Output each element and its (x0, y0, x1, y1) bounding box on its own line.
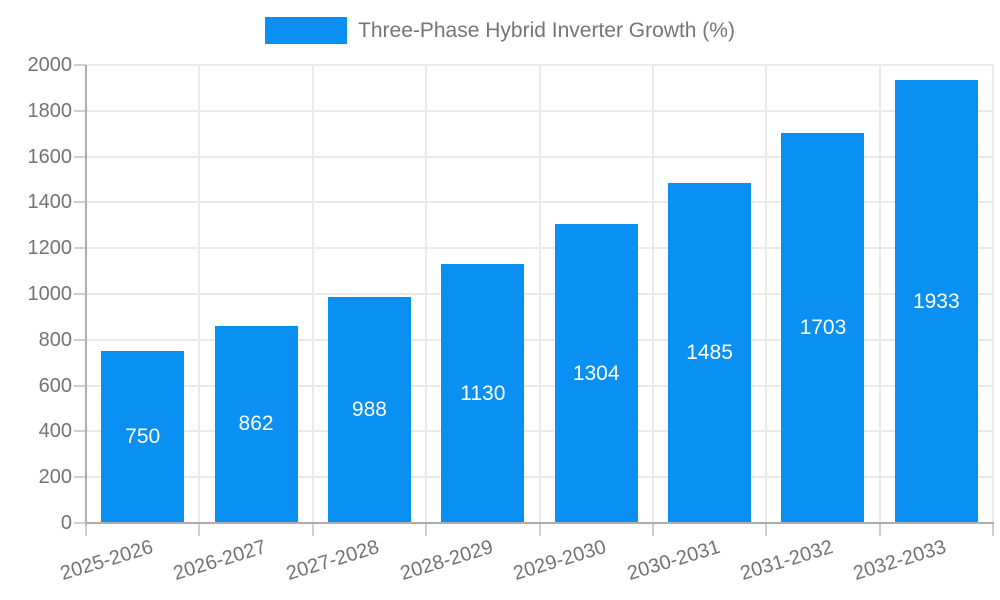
y-tick-mark (74, 430, 86, 433)
y-tick-label: 1800 (27, 99, 73, 122)
bar-value-label: 1703 (799, 316, 847, 339)
y-tick-label: 800 (38, 328, 72, 351)
y-tick-label: 1200 (27, 237, 73, 260)
y-tick-label: 1600 (27, 145, 73, 168)
y-tick-mark (74, 155, 86, 158)
x-gridline (538, 65, 541, 523)
bar-value-label: 1304 (572, 361, 620, 385)
bar-value-label: 1933 (912, 289, 960, 313)
x-gridline (878, 65, 881, 523)
x-tick-mark (992, 523, 994, 536)
y-tick-label: 1000 (27, 283, 73, 305)
x-tick-mark (538, 523, 541, 536)
bar-value-label: 862 (238, 412, 274, 436)
y-tick-mark (74, 293, 86, 295)
y-tick-label: 400 (38, 420, 72, 443)
y-tick-mark (74, 64, 86, 66)
bar[interactable] (781, 133, 865, 522)
y-tick-mark (74, 384, 86, 387)
bar[interactable] (214, 325, 298, 522)
x-tick-mark (651, 523, 654, 536)
y-tick-mark (74, 247, 86, 250)
bar[interactable] (668, 182, 752, 522)
bar[interactable] (327, 296, 411, 522)
legend-item[interactable]: Three-Phase Hybrid Inverter Growth (%) (0, 17, 1000, 44)
x-gridline (425, 65, 428, 523)
y-tick-label: 1400 (27, 191, 73, 214)
y-axis-line (85, 65, 87, 525)
y-tick-mark (74, 338, 86, 341)
bar[interactable] (554, 224, 638, 522)
y-tick-label: 200 (38, 466, 72, 489)
legend-series-label: Three-Phase Hybrid Inverter Growth (%) (358, 19, 735, 42)
y-tick-mark (74, 109, 86, 112)
x-gridline (651, 65, 654, 523)
bar-value-label: 1130 (460, 381, 506, 405)
x-gridline (198, 65, 201, 523)
y-tick-label: 600 (38, 374, 72, 397)
y-tick-mark (74, 522, 86, 524)
bar[interactable] (894, 80, 978, 522)
bar-value-label: 988 (351, 397, 387, 421)
bar-value-label: 1485 (686, 340, 733, 364)
x-axis-line (85, 522, 994, 524)
x-tick-mark (311, 523, 314, 536)
x-gridline (992, 65, 994, 523)
x-tick-mark (198, 523, 201, 536)
bar[interactable] (441, 264, 525, 522)
x-gridline (765, 65, 768, 523)
y-tick-label: 0 (60, 512, 72, 534)
x-tick-mark (425, 523, 428, 536)
bar-value-label: 750 (125, 425, 161, 449)
y-tick-mark (74, 476, 86, 479)
legend-swatch (265, 17, 348, 44)
x-tick-mark (85, 523, 87, 536)
y-tick-mark (74, 201, 86, 204)
bar[interactable] (101, 351, 185, 522)
y-tick-label: 2000 (27, 54, 73, 76)
x-gridline (311, 65, 314, 523)
x-tick-mark (878, 523, 881, 536)
x-tick-mark (765, 523, 768, 536)
